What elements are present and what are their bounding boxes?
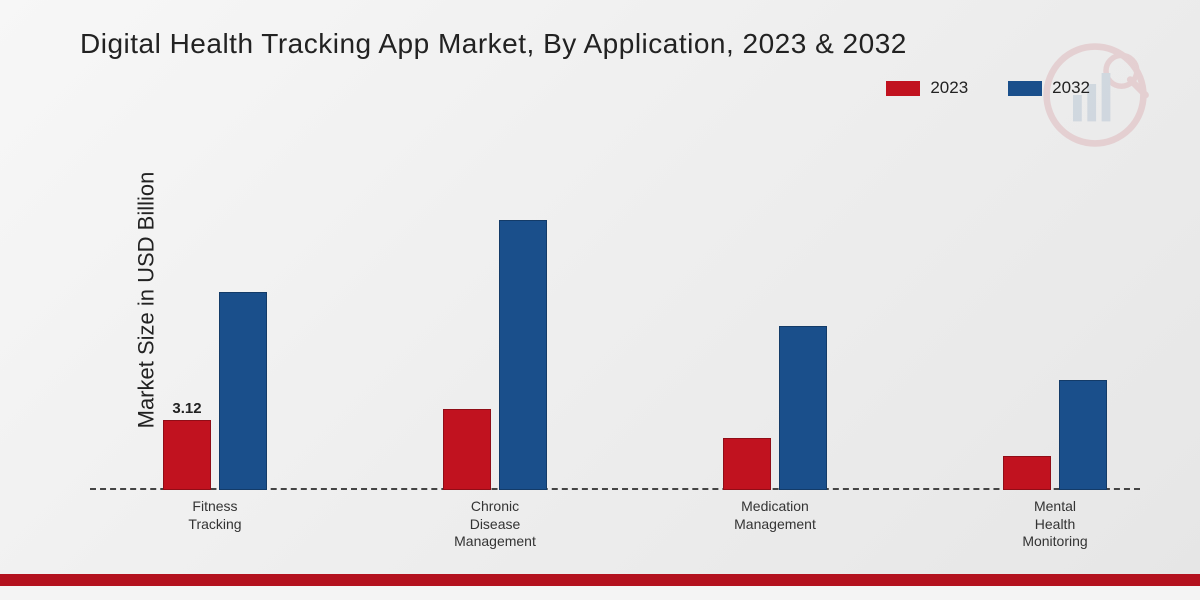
chart-title: Digital Health Tracking App Market, By A… — [80, 28, 907, 60]
footer-light — [0, 586, 1200, 600]
legend-item-2032: 2032 — [1008, 78, 1090, 98]
bar-2032-0 — [219, 292, 267, 490]
bar-value-label-0: 3.12 — [172, 400, 201, 417]
legend-label-2032: 2032 — [1052, 78, 1090, 98]
legend-item-2023: 2023 — [886, 78, 968, 98]
bars-2 — [723, 326, 827, 490]
bars-1 — [443, 220, 547, 490]
x-label-2: Medication Management — [734, 498, 816, 533]
plot-area: 3.12 Fitness Tracking Chronic Disease Ma… — [90, 130, 1140, 490]
x-label-0: Fitness Tracking — [188, 498, 241, 533]
footer-bar — [0, 574, 1200, 586]
bar-2023-2 — [723, 438, 771, 490]
legend-label-2023: 2023 — [930, 78, 968, 98]
bar-2023-1 — [443, 409, 491, 490]
legend: 2023 2032 — [886, 78, 1090, 98]
x-label-3: Mental Health Monitoring — [1022, 498, 1087, 551]
x-label-1: Chronic Disease Management — [454, 498, 536, 551]
bars-0: 3.12 — [163, 292, 267, 490]
legend-swatch-2032 — [1008, 81, 1042, 96]
bar-2023-3 — [1003, 456, 1051, 490]
bar-2032-3 — [1059, 380, 1107, 490]
bar-2023-0: 3.12 — [163, 420, 211, 490]
bars-3 — [1003, 380, 1107, 490]
bar-2032-1 — [499, 220, 547, 490]
bar-2032-2 — [779, 326, 827, 490]
legend-swatch-2023 — [886, 81, 920, 96]
